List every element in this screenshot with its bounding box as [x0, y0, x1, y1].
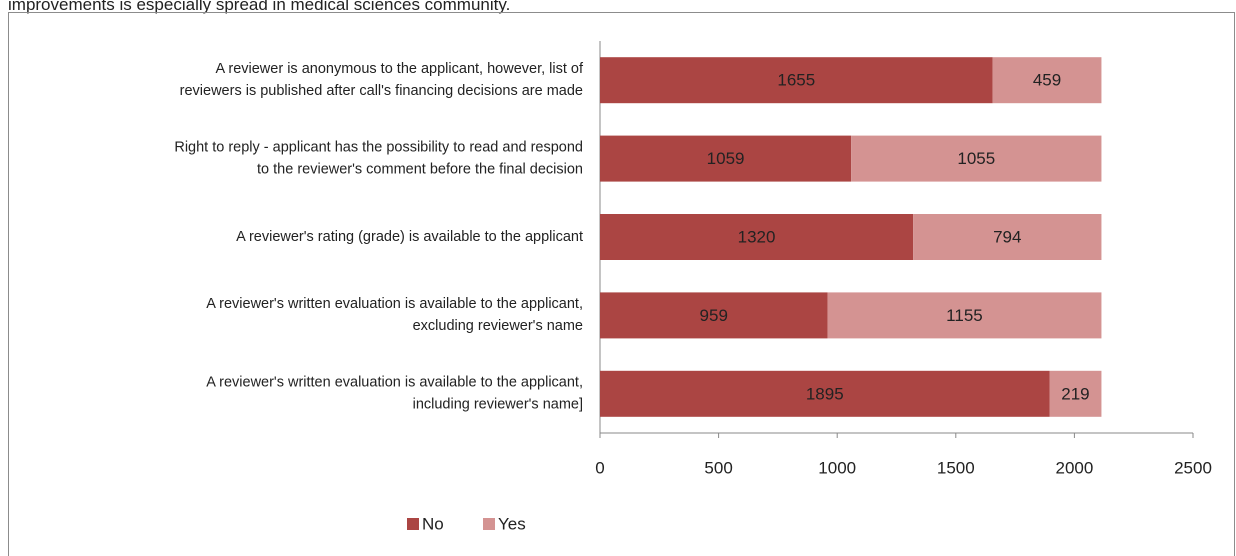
value-label: 1055: [957, 149, 995, 168]
bar-segment: [600, 135, 852, 182]
bar-segment: [992, 57, 1102, 104]
value-label: 219: [1061, 384, 1089, 403]
chart-border: [8, 12, 1235, 556]
value-label: 1655: [777, 71, 815, 90]
x-tick-label: 2000: [1055, 458, 1093, 477]
legend-label: Yes: [498, 514, 526, 533]
category-label: Right to reply - applicant has the possi…: [174, 139, 583, 155]
value-label: 1059: [707, 149, 745, 168]
bar-segment: [600, 57, 993, 104]
x-tick-label: 0: [595, 458, 604, 477]
category-label: to the reviewer's comment before the fin…: [257, 161, 583, 177]
category-label: including reviewer's name]: [413, 397, 583, 413]
category-label: A reviewer's written evaluation is avail…: [206, 375, 583, 391]
x-tick-label: 500: [704, 458, 732, 477]
category-label: A reviewer is anonymous to the applicant…: [215, 61, 583, 77]
legend-swatch: [407, 518, 419, 530]
bar-segment: [827, 292, 1102, 339]
bar-segment: [1049, 370, 1102, 417]
value-label: 1155: [946, 306, 983, 325]
legend-swatch: [483, 518, 495, 530]
caption: improvements is especially spread in med…: [8, 0, 510, 14]
bar-segment: [600, 214, 914, 260]
bar-segment: [600, 292, 828, 339]
category-label: A reviewer's rating (grade) is available…: [236, 229, 583, 245]
legend-label: No: [422, 514, 444, 533]
bar-segment: [913, 214, 1102, 260]
value-label: 1320: [738, 227, 776, 246]
value-label: 459: [1033, 71, 1061, 90]
category-label: excluding reviewer's name: [413, 318, 583, 334]
bar-segment: [600, 370, 1050, 417]
x-tick-label: 1000: [818, 458, 856, 477]
value-label: 794: [993, 227, 1021, 246]
category-label: A reviewer's written evaluation is avail…: [206, 296, 583, 312]
category-label: reviewers is published after call's fina…: [180, 83, 583, 99]
value-label: 959: [700, 306, 728, 325]
value-label: 1895: [806, 384, 844, 403]
x-tick-label: 1500: [937, 458, 975, 477]
bar-segment: [851, 135, 1102, 182]
x-tick-label: 2500: [1174, 458, 1212, 477]
